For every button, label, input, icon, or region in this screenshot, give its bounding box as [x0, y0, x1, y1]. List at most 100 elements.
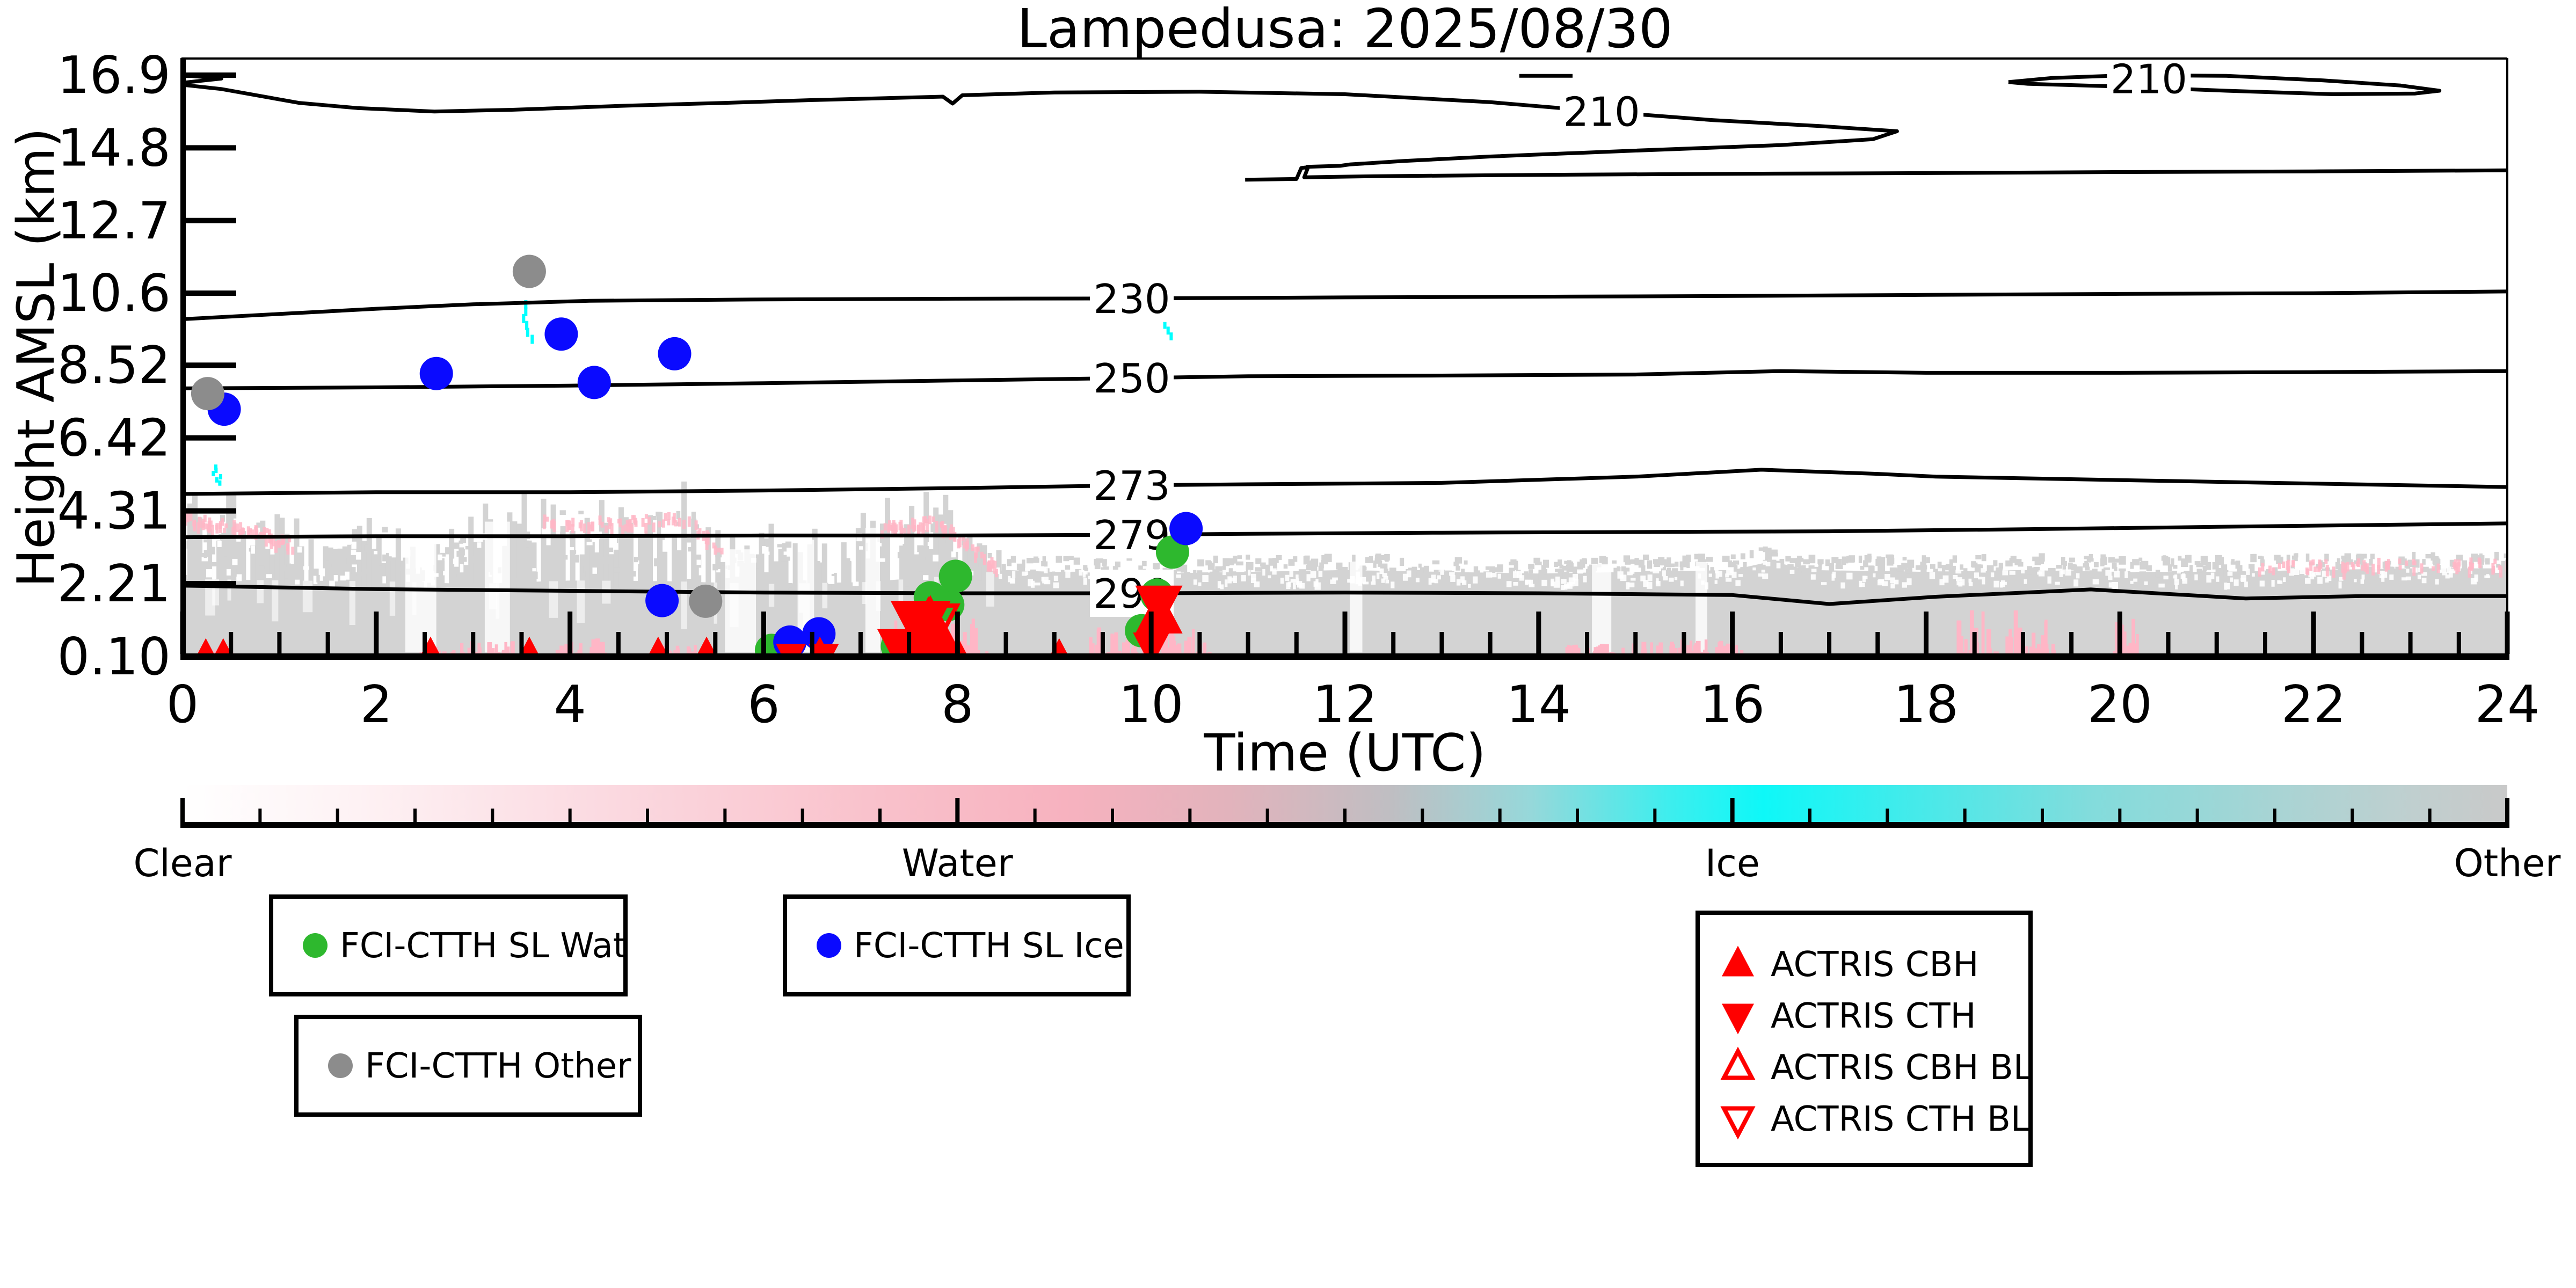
- x-tick-label: 0: [166, 675, 199, 734]
- y-tick-label: 12.7: [57, 192, 171, 251]
- legend-label: FCI-CTTH SL Ice: [854, 926, 1124, 966]
- legend-box-fci-ctth-sl-ice: FCI-CTTH SL Ice: [783, 894, 1131, 996]
- contour-line-214-upper: [1245, 165, 2506, 182]
- legend-triangle-icon: [1722, 945, 1754, 977]
- legend-dot-icon: [328, 1053, 353, 1078]
- legend-frame: [1695, 911, 2033, 1167]
- marker-actris-cbh: [213, 638, 233, 657]
- contour-label: 210: [2111, 55, 2187, 103]
- x-tick-label: 20: [2087, 675, 2152, 734]
- marker-actris-cbh: [196, 638, 216, 657]
- classification-field: [184, 300, 2506, 657]
- legend-triangle-icon: [1720, 1106, 1756, 1140]
- y-tick-label: 4.31: [57, 482, 171, 541]
- cyan-strand: [1166, 326, 1170, 335]
- y-tick-label: 2.21: [57, 555, 171, 614]
- legend-label: ACTRIS CBH BL: [1771, 1048, 2033, 1088]
- x-tick-label: 8: [941, 675, 973, 734]
- cyan-strand: [218, 480, 222, 486]
- y-tick-label: 6.42: [57, 409, 171, 468]
- field-white-streak: [1350, 561, 1363, 653]
- legend-frame: [783, 894, 1131, 996]
- temperature-contours: [184, 73, 2506, 606]
- cyan-strand: [219, 474, 222, 479]
- y-tick-label: 14.8: [57, 119, 171, 178]
- x-tick-label: 12: [1313, 675, 1378, 734]
- field-white-streak: [1695, 562, 1707, 653]
- contour-line-210: [184, 83, 1899, 169]
- colorbar-label-water: Water: [902, 841, 1013, 885]
- axes: 16.914.812.710.68.526.424.312.210.100 2 4 6…: [57, 46, 2539, 734]
- legend-box-fci-ctth-sl-wat: FCI-CTTH SL Wat: [269, 894, 628, 996]
- contour-line-290: [184, 584, 2506, 606]
- contour-line-230: [184, 289, 2506, 321]
- scatter-point-fci-ctth-other: [512, 254, 546, 288]
- cyan-strand: [1163, 321, 1167, 329]
- x-tick-label: 2: [360, 675, 392, 734]
- x-tick-label: 22: [2281, 675, 2346, 734]
- cyan-strand: [524, 307, 528, 316]
- scatter-point-fci-ctth-sl-ice: [658, 337, 692, 370]
- x-tick-label: 6: [747, 675, 780, 734]
- legend-label: ACTRIS CTH: [1771, 996, 1976, 1036]
- x-tick-label: 10: [1119, 675, 1184, 734]
- cyan-strand: [522, 314, 526, 323]
- legend-box-actris: ACTRIS CBH ACTRIS CTH ACTRIS CBH BL ACTRIS …: [1695, 911, 2033, 1167]
- x-tick-label: 18: [1894, 675, 1959, 734]
- x-tick-label: 24: [2475, 675, 2540, 734]
- y-axis-label: Height AMSL (km): [7, 128, 66, 587]
- field-white-streak: [405, 541, 436, 653]
- colorbar: Clear Water Ice Other: [133, 785, 2561, 885]
- legend-label: ACTRIS CTH BL: [1771, 1100, 2030, 1139]
- contour-line-279: [184, 521, 2506, 540]
- contour-line-210-loop: [2008, 73, 2442, 96]
- marker-actris-cth: [1135, 585, 1183, 631]
- scatter-point-fci-ctth-sl-wat: [938, 559, 972, 593]
- cyan-strand: [214, 464, 217, 470]
- contour-label: 273: [1094, 462, 1170, 510]
- y-tick-label: 16.9: [57, 46, 171, 105]
- cyan-strand: [214, 468, 218, 474]
- marker-actris-cbh: [519, 636, 540, 657]
- field-white-streak: [1592, 564, 1612, 653]
- x-axis-label: Time (UTC): [1203, 724, 1486, 783]
- legends: FCI-CTTH SL Wat FCI-CTTH SL Ice FCI-CTTH O…: [269, 894, 2033, 1167]
- legend-frame: [269, 894, 628, 996]
- contour-label: 230: [1094, 275, 1170, 323]
- legend-frame: [294, 1015, 642, 1117]
- cyan-strand: [524, 300, 528, 309]
- legend-box-fci-ctth-other: FCI-CTTH Other: [294, 1015, 642, 1117]
- scatter-point-fci-ctth-sl-ice: [544, 317, 578, 351]
- legend-dot-icon: [303, 933, 328, 958]
- cyan-strand: [530, 334, 534, 344]
- legend-triangle-icon: [1720, 1046, 1756, 1080]
- figure-title: Lampedusa: 2025/08/30: [1017, 0, 1672, 60]
- x-tick-label: 16: [1700, 675, 1765, 734]
- scatter-point-fci-ctth-other: [191, 377, 224, 411]
- scatter-point-fci-ctth-sl-ice: [419, 356, 453, 390]
- scatter-point-fci-ctth-other: [689, 584, 723, 618]
- marker-actris-cbh: [696, 636, 717, 657]
- contour-line-273: [184, 468, 2506, 496]
- cyan-strand: [212, 471, 215, 476]
- marker-actris-cth: [877, 629, 914, 657]
- cyan-strand: [1169, 332, 1173, 340]
- y-tick-label: 0.10: [57, 628, 171, 687]
- scatter-point-fci-ctth-sl-ice: [645, 584, 679, 617]
- scatter-point-fci-ctth-sl-ice: [577, 366, 611, 399]
- marker-actris-cth-bl: [904, 603, 961, 657]
- legend-label: FCI-CTTH SL Wat: [340, 926, 627, 966]
- contour-label: 210: [1563, 89, 1640, 136]
- y-tick-label: 10.6: [57, 264, 171, 323]
- cyan-strand: [215, 477, 219, 483]
- colorbar-label-ice: Ice: [1705, 841, 1760, 885]
- legend-triangle-icon: [1722, 1003, 1754, 1035]
- x-tick-label: 4: [554, 675, 586, 734]
- colorbar-baseline: [180, 822, 2509, 828]
- colorbar-label-other: Other: [2454, 841, 2561, 885]
- marker-actris-cbh: [647, 636, 669, 657]
- scatter-point-fci-ctth-sl-ice: [1169, 512, 1203, 545]
